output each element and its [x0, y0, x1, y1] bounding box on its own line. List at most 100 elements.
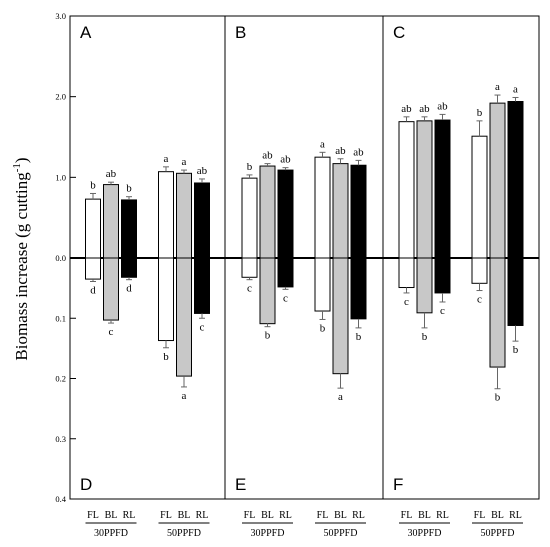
significance-letter-upper: ab	[335, 145, 346, 157]
significance-letter-upper: b	[126, 183, 132, 195]
y-tick-label: 3.0	[55, 11, 66, 21]
significance-letter-upper: b	[90, 179, 96, 191]
y-tick-label: 0.0	[55, 253, 66, 263]
bar-lower	[416, 257, 433, 314]
bar-type-label: FL	[474, 510, 486, 521]
bar-type-label: FL	[160, 510, 172, 521]
y-axis-label-superscript: -1	[11, 163, 23, 172]
bar-upper	[489, 102, 506, 259]
bar-type-label: FL	[244, 510, 256, 521]
bar-upper	[507, 101, 524, 259]
significance-letter-lower: c	[404, 296, 409, 308]
significance-letter-lower: b	[495, 392, 501, 404]
bar-lower	[176, 257, 192, 377]
bar-upper	[194, 182, 210, 259]
significance-letter-upper: a	[320, 138, 325, 150]
significance-letter-lower: b	[163, 351, 169, 363]
bar-lower	[398, 257, 415, 289]
bar-lower	[103, 257, 119, 321]
significance-letter-upper: ab	[419, 103, 430, 115]
significance-letter-upper: ab	[280, 154, 291, 166]
bar-type-label: RL	[279, 510, 292, 521]
bar-type-label: FL	[401, 510, 413, 521]
bar-lower	[194, 257, 210, 314]
significance-letter-upper: ab	[106, 168, 117, 180]
bar-upper	[277, 169, 294, 259]
bar-type-label: BL	[178, 510, 191, 521]
bar-lower	[434, 257, 451, 294]
significance-letter-lower: b	[513, 344, 519, 356]
significance-letter-upper: b	[247, 161, 253, 173]
bar-type-label: RL	[196, 510, 209, 521]
significance-letter-upper: ab	[437, 100, 448, 112]
bar-upper	[259, 165, 276, 259]
group-label: 30PPFD	[251, 528, 285, 539]
bar-type-label: RL	[509, 510, 522, 521]
group-label: 50PPFD	[167, 528, 201, 539]
bar-type-label: BL	[418, 510, 431, 521]
panel-label-top: C	[393, 23, 405, 42]
significance-letter-upper: ab	[262, 150, 273, 162]
group-label: 50PPFD	[324, 528, 358, 539]
bar-lower	[314, 257, 331, 312]
panel-label-top: B	[235, 23, 246, 42]
significance-letter-lower: c	[440, 305, 445, 317]
bar-upper	[241, 177, 258, 259]
bar-type-label: FL	[87, 510, 99, 521]
significance-letter-upper: a	[182, 156, 187, 168]
y-tick-label: 0.1	[55, 313, 66, 323]
bar-upper	[85, 198, 101, 259]
bar-lower	[158, 257, 174, 342]
bar-type-label: BL	[334, 510, 347, 521]
significance-letter-upper: a	[164, 153, 169, 165]
bar-upper	[103, 184, 119, 259]
bar-lower	[489, 257, 506, 368]
bar-type-label: RL	[123, 510, 136, 521]
significance-letter-upper: ab	[353, 146, 364, 158]
bar-upper	[158, 171, 174, 259]
bar-lower	[241, 257, 258, 278]
significance-letter-lower: c	[200, 321, 205, 333]
group-label: 50PPFD	[481, 528, 515, 539]
significance-letter-lower: a	[338, 391, 343, 403]
bar-upper	[332, 163, 349, 259]
bar-upper	[471, 135, 488, 259]
significance-letter-lower: b	[422, 331, 428, 343]
bar-lower	[259, 257, 276, 325]
group-label: 30PPFD	[408, 528, 442, 539]
y-tick-label: 0.3	[55, 434, 66, 444]
bar-upper	[416, 120, 433, 259]
bar-upper	[434, 119, 451, 259]
significance-letter-lower: b	[265, 330, 271, 342]
y-axis-label-close: )	[12, 157, 31, 163]
bar-lower	[471, 257, 488, 284]
significance-letter-lower: c	[247, 283, 252, 295]
significance-letter-lower: c	[109, 326, 114, 338]
bar-type-label: BL	[105, 510, 118, 521]
significance-letter-upper: a	[495, 81, 500, 93]
bar-type-label: RL	[352, 510, 365, 521]
significance-letter-lower: c	[477, 294, 482, 306]
panel-label-bottom: F	[393, 475, 403, 494]
y-axis-label-text: Biomass increase (g cutting	[12, 172, 31, 361]
y-tick-label: 1.0	[55, 172, 66, 182]
svg-text:Biomass increase (g cutting-1): Biomass increase (g cutting-1)	[11, 157, 31, 360]
bar-upper	[314, 156, 331, 259]
y-tick-label: 0.4	[55, 494, 66, 504]
bar-lower	[332, 257, 349, 375]
bar-type-label: FL	[317, 510, 329, 521]
significance-letter-lower: b	[356, 331, 362, 343]
bar-upper	[121, 199, 137, 259]
y-axis-label: Biomass increase (g cutting-1)	[11, 157, 31, 360]
bar-type-label: RL	[436, 510, 449, 521]
bar-lower	[507, 257, 524, 326]
bar-lower	[85, 257, 101, 280]
significance-letter-lower: d	[90, 284, 96, 296]
significance-letter-upper: a	[513, 83, 518, 95]
panel-label-bottom: E	[235, 475, 246, 494]
significance-letter-lower: d	[126, 283, 132, 295]
significance-letter-upper: b	[477, 107, 483, 119]
bar-lower	[121, 257, 137, 278]
significance-letter-lower: c	[283, 292, 288, 304]
y-tick-label: 2.0	[55, 92, 66, 102]
